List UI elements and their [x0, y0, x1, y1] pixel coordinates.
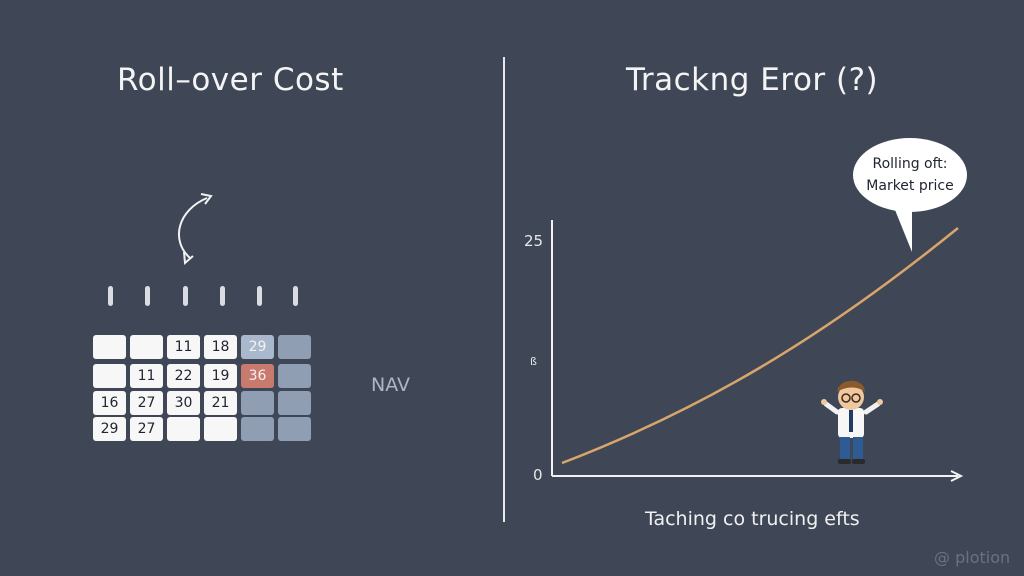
calendar-cell: 18 [204, 335, 237, 359]
calendar-ring [293, 286, 298, 306]
x-axis-label: Taching co trucing efts [645, 508, 860, 530]
panel-divider [503, 57, 505, 522]
calendar-cell [278, 364, 311, 388]
calendar-ring [257, 286, 262, 306]
calendar-ring [108, 286, 113, 306]
calendar-ring [145, 286, 150, 306]
calendar-cell [93, 364, 126, 388]
calendar-cell [241, 391, 274, 415]
calendar-cell: 11 [167, 335, 200, 359]
calendar-cell [278, 391, 311, 415]
tracking-curve [561, 227, 959, 465]
calendar-cell: 11 [130, 364, 163, 388]
y-tick-mid: ß [530, 355, 537, 368]
nav-label: NAV [371, 374, 410, 396]
calendar-ring [220, 286, 225, 306]
calendar-cell [130, 335, 163, 359]
calendar-cell [93, 335, 126, 359]
watermark: @ plotion [934, 548, 1011, 567]
calendar-cell: 29 [241, 335, 274, 359]
bubble-line-1: Rolling oft: [872, 156, 948, 172]
calendar-cell: 27 [130, 391, 163, 415]
calendar-cell: 36 [241, 364, 274, 388]
calendar-cell: 16 [93, 391, 126, 415]
y-tick-top: 25 [524, 232, 544, 250]
calendar-cell [167, 417, 200, 441]
x-axis-arrow [950, 470, 964, 482]
tracking-error-title: Trackng Eror (?) [626, 62, 879, 98]
calendar-cell: 22 [167, 364, 200, 388]
calendar-cell [278, 335, 311, 359]
calendar-cell: 29 [93, 417, 126, 441]
calendar-ring [183, 286, 188, 306]
calendar-cell: 27 [130, 417, 163, 441]
calendar-cell [241, 417, 274, 441]
y-tick-bottom: 0 [533, 466, 543, 484]
calendar-cell: 19 [204, 364, 237, 388]
calendar-cell [278, 417, 311, 441]
calendar-cell: 30 [167, 391, 200, 415]
speech-bubble: Rolling oft: Market price [853, 138, 967, 212]
calendar-cell [204, 417, 237, 441]
bubble-tail [893, 203, 912, 252]
calendar-cell: 21 [204, 391, 237, 415]
bubble-line-2: Market price [866, 178, 954, 194]
roll-over-cost-title: Roll–over Cost [117, 62, 344, 98]
